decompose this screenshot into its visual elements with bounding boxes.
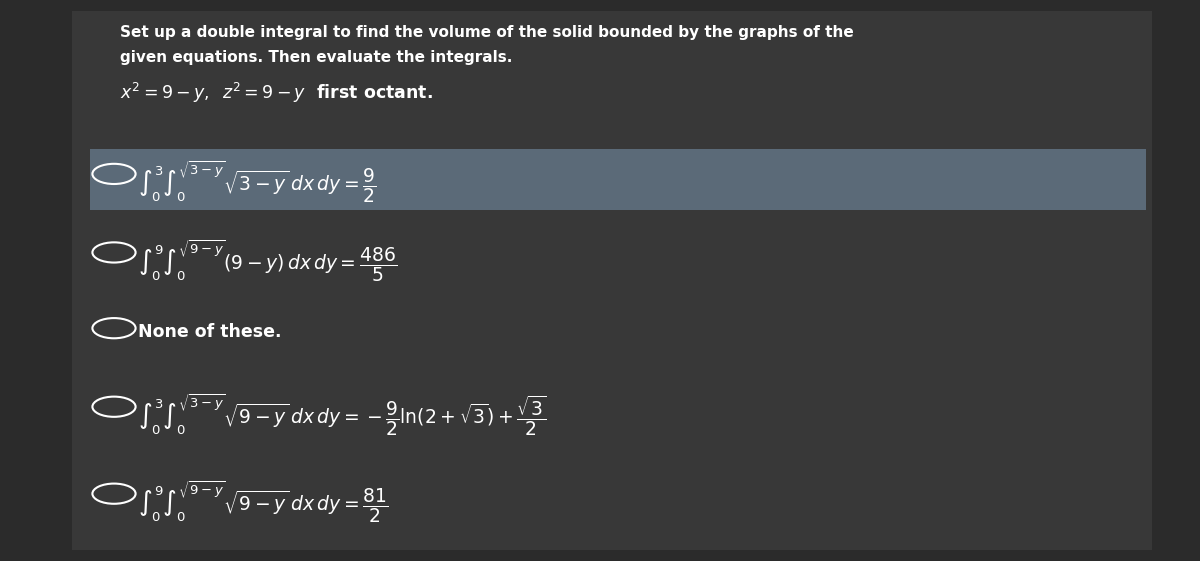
Text: Set up a double integral to find the volume of the solid bounded by the graphs o: Set up a double integral to find the vol…: [120, 25, 853, 40]
Text: $\int_0^9\int_0^{\sqrt{9-y}} \sqrt{9 - y}\, dx\, dy = \dfrac{81}{2}$: $\int_0^9\int_0^{\sqrt{9-y}} \sqrt{9 - y…: [138, 480, 389, 525]
Text: $\int_0^3\int_0^{\sqrt{3-y}} \sqrt{3 - y}\, dx\, dy = \dfrac{9}{2}$: $\int_0^3\int_0^{\sqrt{3-y}} \sqrt{3 - y…: [138, 160, 377, 205]
Text: $x^2 = 9 - y,\;\; z^2 = 9 - y$  first octant.: $x^2 = 9 - y,\;\; z^2 = 9 - y$ first oct…: [120, 81, 433, 105]
FancyBboxPatch shape: [90, 149, 1146, 210]
Text: None of these.: None of these.: [138, 323, 282, 341]
Text: given equations. Then evaluate the integrals.: given equations. Then evaluate the integ…: [120, 50, 512, 66]
FancyBboxPatch shape: [72, 11, 1152, 550]
Text: $\int_0^3\int_0^{\sqrt{3-y}} \sqrt{9 - y}\, dx\, dy = -\dfrac{9}{2}\ln\!\left(2 : $\int_0^3\int_0^{\sqrt{3-y}} \sqrt{9 - y…: [138, 393, 546, 438]
Text: $\int_0^9\int_0^{\sqrt{9-y}} (9 - y)\, dx\, dy = \dfrac{486}{5}$: $\int_0^9\int_0^{\sqrt{9-y}} (9 - y)\, d…: [138, 238, 397, 284]
